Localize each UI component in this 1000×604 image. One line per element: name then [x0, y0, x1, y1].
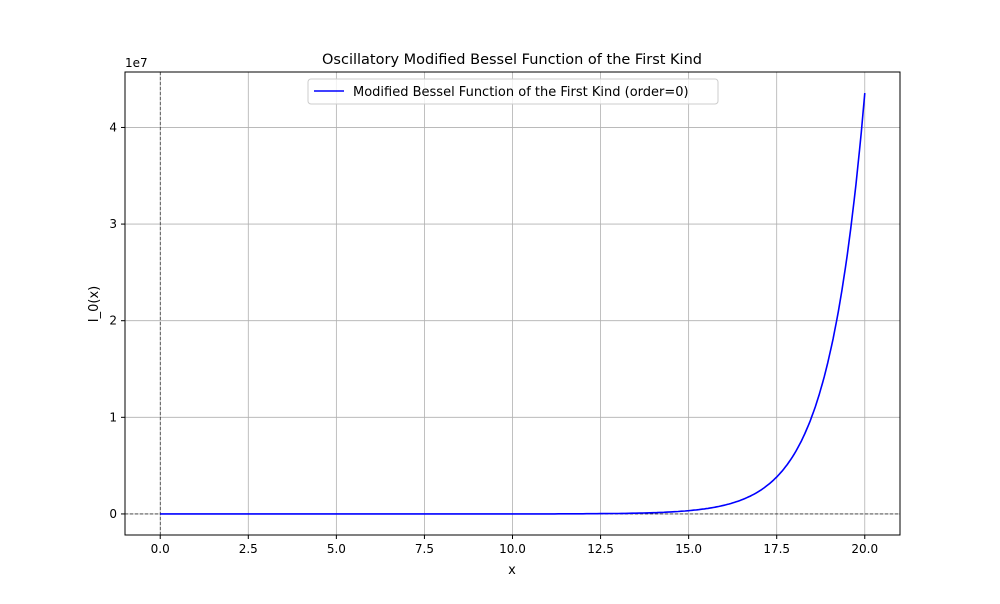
y-tick-label: 2 [109, 314, 117, 328]
grid [125, 72, 900, 535]
chart-title: Oscillatory Modified Bessel Function of … [322, 52, 702, 68]
x-tick-label: 15.0 [675, 542, 702, 556]
x-axis: 0.0 2.5 5.0 7.5 10.0 12.5 15.0 17.5 20.0 [151, 535, 878, 556]
x-axis-label: x [508, 563, 516, 578]
legend: Modified Bessel Function of the First Ki… [307, 78, 719, 105]
x-tick-label: 2.5 [239, 542, 258, 556]
x-tick-label: 0.0 [151, 542, 170, 556]
y-axis-label: I_0(x) [87, 286, 102, 322]
y-axis: 0 1 2 3 4 [109, 120, 125, 521]
y-tick-label: 1 [109, 410, 117, 424]
legend-box [307, 78, 719, 105]
y-tick-label: 4 [109, 120, 117, 134]
x-tick-label: 7.5 [415, 542, 434, 556]
y-tick-label: 3 [109, 217, 117, 231]
y-tick-label: 0 [109, 507, 117, 521]
x-tick-label: 5.0 [327, 542, 346, 556]
x-tick-label: 12.5 [587, 542, 614, 556]
y-offset-label: 1e7 [125, 56, 148, 70]
x-tick-label: 17.5 [763, 542, 790, 556]
x-tick-label: 10.0 [499, 542, 526, 556]
series-line [160, 93, 866, 515]
legend-label: Modified Bessel Function of the First Ki… [353, 85, 689, 100]
series-layer [160, 93, 866, 515]
x-tick-label: 20.0 [851, 542, 878, 556]
